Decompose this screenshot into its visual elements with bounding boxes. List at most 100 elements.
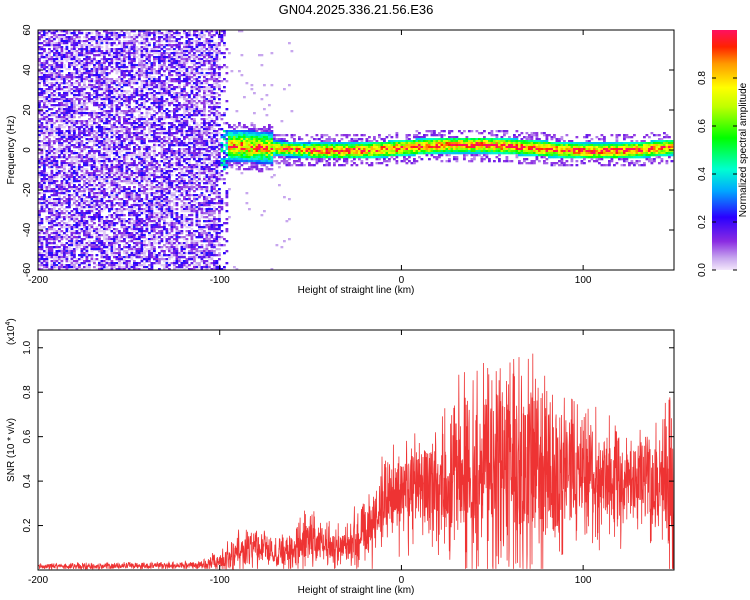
heatmap-cell <box>110 248 114 251</box>
heatmap-cell <box>45 32 49 35</box>
heatmap-cell <box>115 120 119 123</box>
heatmap-cell <box>143 158 146 161</box>
heatmap-cell <box>43 104 46 107</box>
heatmap-cell <box>133 160 136 163</box>
heatmap-cell <box>43 160 46 163</box>
heatmap-cell <box>103 184 106 187</box>
heatmap-cell <box>115 184 119 187</box>
heatmap-cell <box>115 262 119 265</box>
heatmap-cell <box>123 146 126 149</box>
heatmap-cell <box>170 62 174 65</box>
heatmap-cell <box>38 86 41 89</box>
heatmap-cell <box>103 260 106 263</box>
heatmap-cell <box>50 156 54 159</box>
heatmap-cell <box>130 122 134 125</box>
heatmap-cell <box>158 80 161 83</box>
heatmap-cell <box>145 106 149 109</box>
heatmap-cell <box>103 178 106 181</box>
heatmap-cell <box>120 140 124 143</box>
heatmap-cell <box>93 242 96 245</box>
heatmap-cell <box>123 80 126 83</box>
heatmap-cell <box>95 36 99 39</box>
heatmap-cell <box>45 58 49 61</box>
heatmap-cell <box>63 192 66 195</box>
heatmap-cell <box>138 98 141 101</box>
heatmap-cell <box>65 36 69 39</box>
heatmap-cell <box>125 46 129 49</box>
heatmap-cell <box>158 230 161 233</box>
heatmap-cell <box>85 196 89 199</box>
heatmap-cell <box>105 88 109 91</box>
heatmap-cell <box>110 268 114 270</box>
heatmap-cell <box>50 146 54 149</box>
heatmap-cell <box>70 236 74 239</box>
heatmap-cell <box>135 266 139 269</box>
heatmap-cell <box>150 212 154 215</box>
heatmap-cell <box>183 80 186 83</box>
heatmap-cell <box>93 266 96 269</box>
heatmap-cell <box>110 146 114 149</box>
heatmap-cell <box>108 220 111 223</box>
heatmap-cell <box>103 190 106 193</box>
heatmap-cell <box>175 226 179 229</box>
heatmap-cell <box>170 208 174 211</box>
heatmap-cell <box>45 180 49 183</box>
heatmap-cell <box>80 166 84 169</box>
heatmap-cell <box>103 250 106 253</box>
heatmap-cell <box>85 40 89 43</box>
heatmap-cell <box>105 206 109 209</box>
heatmap-cell <box>50 190 54 193</box>
heatmap-cell <box>60 266 64 269</box>
heatmap-cell <box>80 218 84 221</box>
heatmap-cell <box>130 52 134 55</box>
heatmap-cell <box>73 244 76 247</box>
heatmap-cell <box>165 158 169 161</box>
heatmap-cell <box>103 100 106 103</box>
heatmap-cell <box>60 40 64 43</box>
heatmap-cell <box>95 202 99 205</box>
heatmap-cell <box>145 178 149 181</box>
heatmap-cell <box>38 96 41 99</box>
heatmap-cell <box>98 244 101 247</box>
heatmap-cell <box>100 98 104 101</box>
heatmap-cell <box>118 220 121 223</box>
heatmap-cell <box>180 204 184 207</box>
heatmap-cell <box>80 262 84 265</box>
heatmap-cell <box>98 64 101 67</box>
heatmap-cell <box>93 206 96 209</box>
heatmap-cell <box>160 180 164 183</box>
heatmap-cell <box>120 208 124 211</box>
heatmap-cell <box>143 40 146 43</box>
heatmap-cell <box>55 166 59 169</box>
heatmap-cell <box>108 264 111 267</box>
heatmap-cell <box>140 152 144 155</box>
heatmap-cell <box>38 234 41 237</box>
heatmap-cell <box>48 252 51 255</box>
heatmap-cell <box>165 140 169 143</box>
heatmap-cell <box>105 218 109 221</box>
heatmap-cell <box>78 148 81 151</box>
heatmap-cell <box>53 242 56 245</box>
heatmap-cell <box>40 158 44 161</box>
heatmap-cell <box>168 268 171 270</box>
heatmap-cell <box>150 184 154 187</box>
heatmap-cell <box>138 114 141 117</box>
heatmap-cell <box>85 212 89 215</box>
heatmap-cell <box>120 240 124 243</box>
heatmap-cell <box>43 198 46 201</box>
heatmap-cell <box>145 46 149 49</box>
heatmap-cell <box>173 170 176 173</box>
heatmap-cell <box>90 58 94 61</box>
heatmap-cell <box>73 224 76 227</box>
heatmap-cell <box>180 62 184 65</box>
heatmap-cell <box>98 222 101 225</box>
heatmap-cell <box>145 120 149 123</box>
heatmap-cell <box>60 220 64 223</box>
heatmap-cell <box>53 240 56 243</box>
heatmap-cell <box>65 216 69 219</box>
heatmap-cell <box>73 74 76 77</box>
heatmap-cell <box>173 194 176 197</box>
heatmap-cell <box>38 88 41 91</box>
heatmap-cell <box>133 178 136 181</box>
heatmap-cell <box>48 228 51 231</box>
